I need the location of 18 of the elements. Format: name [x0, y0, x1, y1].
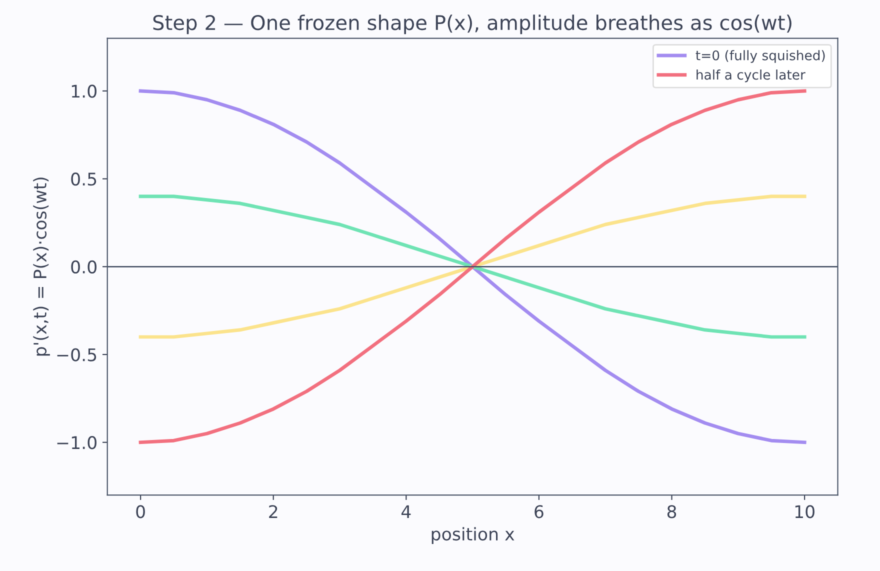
line-series: [138, 194, 806, 339]
legend-label: half a cycle later: [696, 70, 806, 82]
x-tick-label: 0: [136, 505, 145, 518]
legend-label: t=0 (fully squished): [696, 50, 825, 63]
y-axis-title: p'(x,t) = P(x)·cos(wt): [33, 178, 50, 356]
x-tick-label: 4: [401, 505, 411, 518]
chart-title: Step 2 — One frozen shape P(x), amplitude breathes as cos(wt): [153, 14, 792, 34]
y-tick-label: 0.5: [71, 172, 96, 186]
x-tick-label: 10: [795, 505, 814, 518]
x-tick-label: 6: [534, 505, 544, 518]
line-series: [138, 89, 806, 444]
x-axis-title: position x: [432, 527, 514, 544]
y-tick-label: 0.0: [71, 260, 96, 274]
x-tick-label: 2: [269, 505, 278, 518]
y-tick-label: −1.0: [57, 436, 96, 450]
y-tick-label: −0.5: [57, 348, 96, 362]
y-tick-label: 1.0: [72, 84, 96, 98]
x-tick-label: 8: [667, 505, 676, 518]
